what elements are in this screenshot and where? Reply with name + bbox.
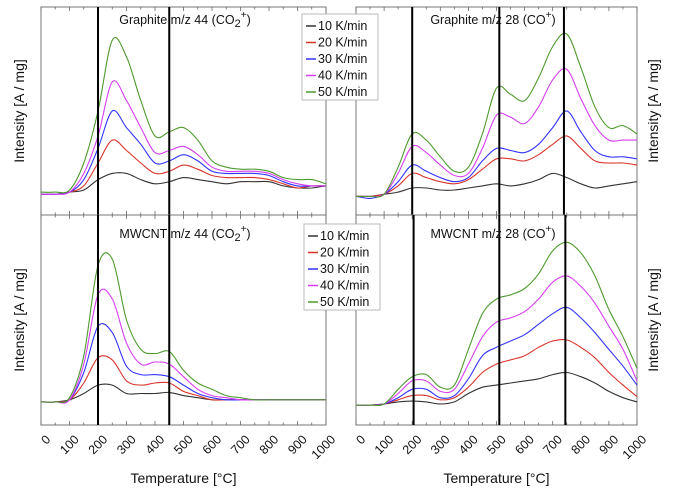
x-tick-label: 100 [57, 432, 82, 457]
panel-title-end: ) [551, 227, 555, 241]
x-axis-label: Temperature [°C] [444, 470, 550, 486]
panel-title-superscript: + [241, 224, 247, 235]
legend-item: 20 K/min [308, 246, 369, 260]
x-tick-label: 700 [228, 432, 253, 457]
legend-box [303, 223, 381, 311]
legend-box [301, 13, 379, 101]
series-line-30-k-min [355, 110, 638, 199]
panel-title: MWCNT m/z 28 (CO+) [430, 224, 555, 241]
legend-item: 40 K/min [306, 69, 367, 83]
series-line-20-k-min [355, 135, 638, 197]
series-line-50-k-min [355, 32, 638, 198]
panel-title-subscript: 2 [234, 232, 240, 244]
x-tick-label: 400 [456, 432, 481, 457]
legend-item: 30 K/min [306, 52, 367, 66]
x-tick-label: 500 [484, 432, 509, 457]
panel-title-text: Graphite m/z 44 (CO [119, 13, 235, 27]
legend-top: 10 K/min 20 K/min 30 K/min 40 K/min 50 K/min [301, 13, 379, 101]
panel-title: MWCNT m/z 44 (CO2+) [119, 224, 250, 244]
panel-title-text: Graphite m/z 28 (CO [430, 13, 546, 27]
series-line-50-k-min [355, 241, 638, 406]
panel-title-text: MWCNT m/z 28 (CO [430, 227, 545, 241]
series-line-40-k-min [355, 68, 637, 198]
x-tick-label: 0 [39, 432, 54, 447]
x-tick-label: 300 [428, 432, 453, 457]
series-line-20-k-min [40, 139, 327, 195]
legend-label: 40 K/min [318, 69, 367, 83]
legend-item: 20 K/min [306, 36, 367, 50]
series-line-10-k-min [355, 371, 638, 406]
legend-label: 20 K/min [320, 246, 369, 260]
series-line-30-k-min [40, 109, 326, 195]
x-tick-label: 600 [512, 432, 537, 457]
legend-label: 50 K/min [320, 295, 369, 309]
y-axis-label: Intensity [A / mg] [645, 59, 661, 163]
panel-title-end: ) [552, 13, 556, 27]
x-tick-label: 1000 [620, 432, 650, 462]
legend-label: 30 K/min [318, 52, 367, 66]
x-tick-label: 100 [372, 432, 397, 457]
series-line-40-k-min [355, 275, 638, 406]
panel-title-superscript: + [546, 224, 552, 235]
legend-label: 50 K/min [318, 85, 367, 99]
y-axis-label: Intensity [A / mg] [645, 268, 661, 372]
legend-label: 30 K/min [320, 262, 369, 276]
series-line-40-k-min [40, 288, 326, 404]
panel-top-right: Graphite m/z 28 (CO+) Intensity [A / mg] [355, 6, 661, 216]
x-tick-label: 1000 [309, 432, 339, 462]
legend-bottom: 10 K/min 20 K/min 30 K/min 40 K/min 50 K/min [303, 223, 381, 311]
x-tick-label: 900 [285, 432, 310, 457]
legend-item: 50 K/min [306, 85, 367, 99]
panel-bottom-right: MWCNT m/z 28 (CO+)Intensity [A / mg]0 100… [354, 214, 661, 486]
series-line-20-k-min [355, 338, 638, 406]
panel-title-text: MWCNT m/z 44 (CO [119, 227, 234, 241]
x-tick-label: 0 [354, 432, 369, 447]
panel-bottom-left: MWCNT m/z 44 (CO2+)Intensity [A / mg]0 10… [11, 214, 339, 486]
panel-title-superscript: + [241, 10, 247, 21]
x-tick-label: 700 [540, 432, 565, 457]
legend-item: 10 K/min [306, 19, 367, 33]
x-tick-label: 400 [143, 432, 168, 457]
x-tick-label: 200 [400, 432, 425, 457]
series-line-40-k-min [40, 80, 327, 195]
x-tick-label: 200 [86, 432, 111, 457]
legend-label: 10 K/min [320, 229, 369, 243]
legend-label: 40 K/min [320, 279, 369, 293]
y-axis-label: Intensity [A / mg] [11, 59, 27, 163]
series-line-10-k-min [355, 172, 638, 197]
x-tick-label: 600 [200, 432, 225, 457]
x-tick-label: 800 [257, 432, 282, 457]
x-tick-label: 300 [114, 432, 139, 457]
x-axis-label: Temperature [°C] [131, 470, 237, 486]
series-line-30-k-min [355, 306, 638, 406]
legend-label: 10 K/min [318, 19, 367, 33]
panel-title: Graphite m/z 44 (CO2+) [119, 10, 250, 30]
panel-title-end: ) [246, 227, 250, 241]
panel-title-end: ) [247, 13, 251, 27]
legend-item: 50 K/min [308, 295, 369, 309]
x-tick-label: 800 [568, 432, 593, 457]
series-line-50-k-min [40, 252, 326, 403]
legend-item: 40 K/min [308, 279, 369, 293]
legend-item: 10 K/min [308, 229, 369, 243]
panel-title-superscript: + [546, 10, 552, 21]
x-tick-label: 500 [171, 432, 196, 457]
y-axis-label: Intensity [A / mg] [11, 268, 27, 372]
legend-label: 20 K/min [318, 36, 367, 50]
panel-top-left: Graphite m/z 44 (CO2+) Intensity [A / mg] [11, 6, 327, 216]
series-line-10-k-min [40, 172, 327, 195]
legend-item: 30 K/min [308, 262, 369, 276]
series-line-50-k-min [40, 37, 327, 194]
panel-title: Graphite m/z 28 (CO+) [430, 10, 555, 27]
panel-title-subscript: 2 [235, 18, 241, 30]
x-tick-label: 900 [597, 432, 622, 457]
